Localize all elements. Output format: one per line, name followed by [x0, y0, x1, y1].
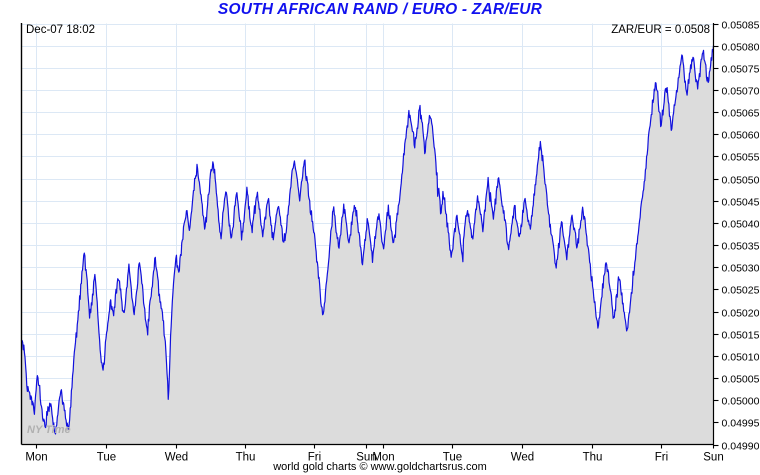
- y-tick-label: 0.05080: [722, 41, 760, 53]
- x-tick-label: Mon: [25, 452, 47, 464]
- y-tick-label: 0.05030: [722, 262, 760, 274]
- timezone-watermark: NY Time: [27, 424, 71, 436]
- y-tick-label: 0.05020: [722, 307, 760, 319]
- x-tick-label: Fri: [655, 452, 668, 464]
- y-tick-label: 0.05010: [722, 351, 760, 363]
- y-tick-label: 0.05075: [722, 63, 760, 75]
- y-tick-label: 0.05035: [722, 240, 760, 252]
- y-tick-label: 0.05070: [722, 85, 760, 97]
- plot-frame: [20, 23, 715, 446]
- price-series-layer: [20, 45, 715, 445]
- x-tick-label: Sun: [703, 452, 723, 464]
- y-axis-ticks: 0.05085 0.05080 0.05075 0.05070 0.05065 0.050…: [713, 19, 760, 452]
- x-tick-label: Wed: [511, 452, 534, 464]
- timestamp-label: Dec-07 18:02: [26, 24, 96, 36]
- y-tick-label: 0.05060: [722, 129, 760, 141]
- y-tick-label: 0.05085: [722, 19, 760, 31]
- y-tick-label: 0.05000: [722, 395, 760, 407]
- x-tick-label: Thu: [236, 452, 256, 464]
- y-tick-label: 0.05055: [722, 151, 760, 163]
- y-tick-label: 0.05050: [722, 174, 760, 186]
- x-tick-label: Tue: [443, 452, 462, 464]
- y-tick-label: 0.05040: [722, 218, 760, 230]
- chart-title: SOUTH AFRICAN RAND / EURO - ZAR/EUR: [217, 1, 543, 18]
- y-tick-label: 0.04995: [722, 417, 760, 429]
- y-tick-label: 0.05045: [722, 196, 760, 208]
- x-tick-label: Wed: [165, 452, 188, 464]
- price-line: [20, 45, 715, 435]
- y-tick-label: 0.04990: [722, 440, 760, 452]
- footer-credit: world gold charts © www.goldchartsrus.co…: [273, 461, 487, 473]
- y-tick-label: 0.05025: [722, 284, 760, 296]
- x-tick-label: Sun: [356, 452, 376, 464]
- x-tick-label: Fri: [308, 452, 321, 464]
- x-tick-label: Thu: [583, 452, 603, 464]
- x-tick-label: Mon: [372, 452, 394, 464]
- x-tick-label: Tue: [97, 452, 116, 464]
- y-tick-label: 0.05065: [722, 107, 760, 119]
- y-tick-label: 0.05005: [722, 373, 760, 385]
- y-tick-label: 0.05015: [722, 329, 760, 341]
- current-quote-label: ZAR/EUR = 0.0508: [611, 24, 710, 36]
